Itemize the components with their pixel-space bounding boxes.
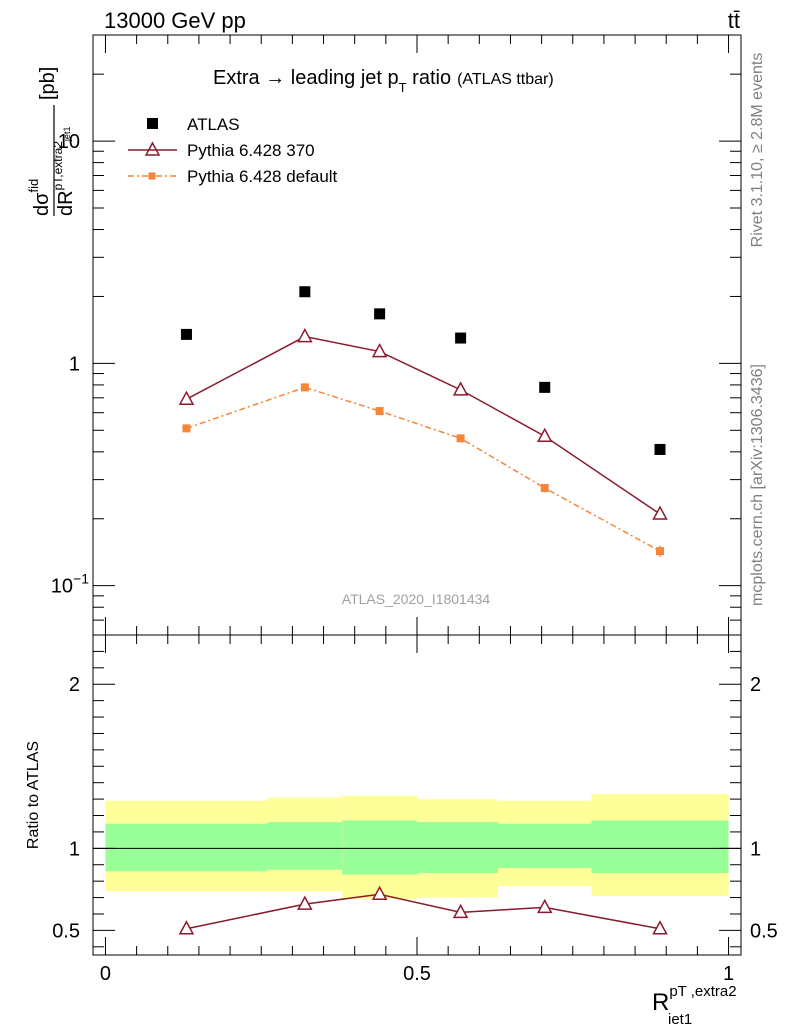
point-pythia-default bbox=[182, 424, 191, 433]
ratio-point-pythia370 bbox=[452, 903, 469, 919]
main-panel: 10−1 1 10 Extra → leading jet pT ratio (ATL… bbox=[26, 34, 742, 636]
uncertainty-band-inner bbox=[591, 820, 729, 873]
ylabel-fraction: dσfid bbox=[26, 179, 53, 216]
uncertainty-band-inner bbox=[342, 820, 417, 875]
ratio-point-pythia370 bbox=[178, 920, 195, 935]
ratio-y-tick-label-right: 0.5 bbox=[750, 920, 778, 942]
point-atlas bbox=[455, 332, 467, 344]
y-tick-label: 10−1 bbox=[51, 571, 89, 598]
uncertainty-band-inner bbox=[267, 822, 343, 870]
legend-label-atlas: ATLAS bbox=[187, 115, 240, 134]
ratio-point-pythia370 bbox=[297, 895, 313, 910]
uncertainty-band-inner bbox=[417, 822, 498, 873]
header-right: tt̄ bbox=[728, 8, 740, 33]
uncertainty-band-inner bbox=[105, 823, 268, 872]
ylabel-unit: [pb] bbox=[37, 67, 59, 100]
point-pythia370 bbox=[536, 427, 553, 443]
x-tick-label: 0.5 bbox=[403, 963, 431, 985]
title-main: Extra → leading jet p bbox=[213, 67, 399, 89]
y-tick-label: 10 bbox=[58, 131, 80, 153]
legend-marker-pythia370 bbox=[144, 141, 161, 156]
rivet-label: Rivet 3.1.10, ≥ 2.8M events bbox=[749, 53, 766, 248]
ratio-y-tick-label-left: 0.5 bbox=[52, 920, 80, 942]
legend-label-pythia-default: Pythia 6.428 default bbox=[187, 167, 338, 186]
ratio-y-tick-label-left: 2 bbox=[69, 674, 80, 696]
title-tail: ratio bbox=[407, 67, 451, 89]
analysis-watermark: ATLAS_2020_I1801434 bbox=[342, 591, 491, 607]
xlabel-sub: jet1 bbox=[667, 1011, 692, 1024]
title-small: (ATLAS ttbar) bbox=[457, 71, 554, 88]
ratio-point-pythia370 bbox=[536, 898, 553, 914]
title-sub: T bbox=[399, 80, 407, 95]
series-line-pythia370 bbox=[186, 335, 661, 515]
point-atlas bbox=[180, 328, 192, 340]
legend: ATLAS Pythia 6.428 370 Pythia 6.428 defa… bbox=[128, 115, 338, 186]
ratio-axes: 0.5 0.5 1 1 2 2 0 0.5 1 bbox=[52, 635, 778, 985]
xlabel: RpT ,extra2 jet1 bbox=[652, 983, 737, 1024]
point-pythia-default bbox=[375, 407, 384, 416]
legend-marker-pythia-default bbox=[148, 172, 156, 180]
uncertainty-band-inner bbox=[498, 823, 592, 869]
legend-label-pythia370: Pythia 6.428 370 bbox=[187, 141, 315, 160]
ratio-point-pythia370 bbox=[371, 885, 388, 901]
point-pythia370 bbox=[297, 327, 313, 343]
ratio-plot-content bbox=[93, 794, 741, 935]
x-tick-label: 1 bbox=[723, 963, 734, 985]
x-tick-label: 0 bbox=[100, 963, 111, 985]
xlabel-sup: pT ,extra2 bbox=[669, 983, 736, 1000]
svg-text:dRpT,extra2jet1: dRpT,extra2jet1 bbox=[51, 127, 77, 216]
ratio-point-pythia370 bbox=[652, 920, 668, 935]
main-ylabel: dσfid dRpT,extra2jet1 [pb] bbox=[26, 67, 77, 216]
point-pythia370 bbox=[178, 390, 195, 405]
point-pythia-default bbox=[656, 547, 664, 556]
y-tick-label: 1 bbox=[69, 353, 80, 375]
header-left: 13000 GeV pp bbox=[104, 8, 246, 33]
plot-title: Extra → leading jet pT ratio (ATLAS ttbar… bbox=[213, 67, 554, 95]
main-axes: 10−1 1 10 bbox=[51, 34, 741, 636]
point-pythia-default bbox=[540, 484, 549, 493]
xlabel-main: R bbox=[652, 989, 669, 1016]
point-atlas bbox=[539, 381, 551, 393]
series-line-pythia-default bbox=[186, 386, 661, 552]
legend-marker-atlas bbox=[147, 118, 158, 129]
point-pythia370 bbox=[452, 381, 469, 396]
ratio-y-tick-label-right: 1 bbox=[750, 838, 761, 860]
mcplots-label: mcplots.cern.ch [arXiv:1306.3436] bbox=[749, 364, 766, 606]
point-pythia370 bbox=[371, 343, 388, 358]
point-pythia-default bbox=[300, 383, 309, 392]
ratio-y-tick-label-right: 2 bbox=[750, 674, 761, 696]
point-atlas bbox=[299, 286, 311, 298]
ratio-y-tick-label-left: 1 bbox=[69, 838, 80, 860]
ratio-panel: 0.5 0.5 1 1 2 2 0 0.5 1 Ratio to ATLAS bbox=[25, 634, 778, 985]
main-plot-content bbox=[178, 286, 668, 557]
point-pythia-default bbox=[456, 434, 465, 443]
ratio-ylabel: Ratio to ATLAS bbox=[25, 741, 42, 849]
point-atlas bbox=[374, 308, 386, 320]
ratio-line-pythia370 bbox=[186, 893, 661, 930]
point-atlas bbox=[654, 443, 666, 455]
point-pythia370 bbox=[652, 505, 668, 520]
